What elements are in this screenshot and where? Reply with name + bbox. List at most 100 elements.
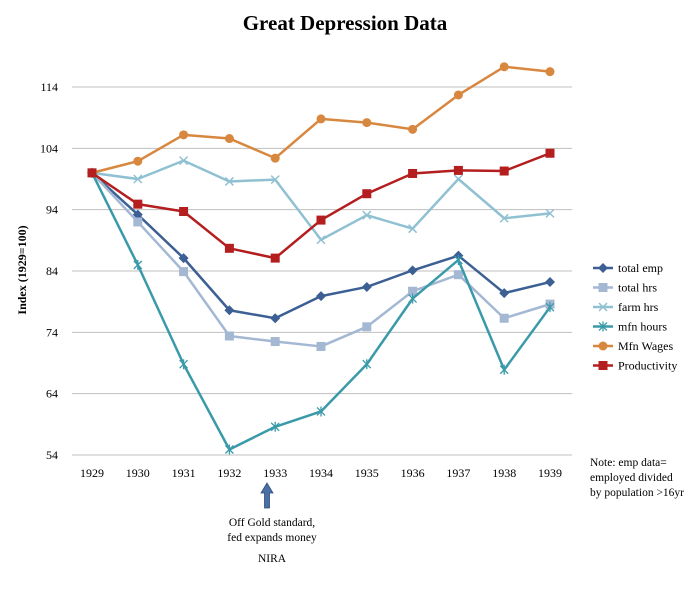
data-point xyxy=(179,156,189,166)
data-point xyxy=(270,337,280,347)
series-productivity xyxy=(87,148,555,263)
annotation-gold-standard: Off Gold standard, fed expands money xyxy=(212,516,332,546)
data-point xyxy=(545,148,555,158)
x-tick-labels: 1929 1930 1931 1932 1933 1934 1935 1936 1937 1938… xyxy=(80,466,562,480)
data-point xyxy=(499,213,509,223)
legend-marker xyxy=(598,361,608,370)
annotation-line: fed expands money xyxy=(227,532,317,544)
data-point xyxy=(133,259,143,270)
x-tick-label: 1938 xyxy=(492,466,516,480)
data-point xyxy=(362,359,372,370)
series-farm-hrs xyxy=(87,156,555,245)
data-point xyxy=(270,313,281,324)
data-point xyxy=(545,302,555,313)
legend-marker xyxy=(598,341,608,351)
data-point xyxy=(408,124,418,134)
x-tick-label: 1933 xyxy=(263,466,287,480)
x-tick-label: 1932 xyxy=(217,466,241,480)
data-point xyxy=(179,130,189,140)
series-mfn-hours xyxy=(87,167,555,455)
legend-label: Mfn Wages xyxy=(618,339,673,353)
data-point xyxy=(316,215,326,225)
data-point xyxy=(545,208,555,218)
series-mfn-wages xyxy=(87,62,555,178)
data-point xyxy=(545,67,555,77)
data-point xyxy=(453,270,463,280)
data-point xyxy=(316,235,326,245)
data-point xyxy=(499,313,509,323)
data-point xyxy=(133,217,143,227)
legend-label: total emp xyxy=(618,261,663,275)
chart-title: Great Depression Data xyxy=(243,11,448,35)
legend-item: total hrs xyxy=(593,281,657,295)
data-point xyxy=(453,174,463,184)
data-point xyxy=(132,209,143,220)
data-point xyxy=(133,174,143,184)
data-point xyxy=(316,341,326,351)
annotation-line: Off Gold standard, xyxy=(228,517,316,529)
legend-item: farm hrs xyxy=(593,300,659,314)
legend-marker xyxy=(598,302,608,312)
x-tick-label: 1936 xyxy=(401,466,425,480)
y-tick-label: 94 xyxy=(46,203,58,217)
data-point xyxy=(178,253,189,264)
note-text: Note: emp data= employed divided by popu… xyxy=(590,457,685,499)
data-point xyxy=(224,243,234,253)
data-point xyxy=(316,114,326,124)
legend-marker xyxy=(598,283,608,292)
data-point xyxy=(362,118,372,128)
data-point xyxy=(362,189,372,199)
data-point xyxy=(499,62,509,72)
data-point xyxy=(499,364,509,375)
data-point xyxy=(270,175,280,185)
data-point xyxy=(224,444,234,455)
data-point xyxy=(270,253,280,263)
data-point xyxy=(499,166,509,176)
data-point xyxy=(408,286,418,296)
data-point xyxy=(407,265,418,276)
data-point xyxy=(179,267,189,277)
legend-item: Mfn Wages xyxy=(593,339,673,353)
data-point xyxy=(453,254,463,265)
y-tick-label: 64 xyxy=(46,387,58,401)
y-tick-label: 54 xyxy=(46,448,58,462)
data-point xyxy=(133,199,143,209)
x-tick-label: 1934 xyxy=(309,466,333,480)
data-point xyxy=(224,176,234,186)
data-point xyxy=(224,134,234,144)
data-point xyxy=(499,288,510,299)
data-point xyxy=(545,277,555,288)
arrow-up-icon xyxy=(260,482,274,509)
data-point xyxy=(270,421,280,432)
legend: total emp total hrs farm hrs mfn hours Mfn W… xyxy=(593,261,677,373)
legend-label: total hrs xyxy=(618,281,657,295)
x-tick-label: 1930 xyxy=(126,466,150,480)
gridlines xyxy=(72,86,572,456)
y-tick-label: 74 xyxy=(46,325,58,339)
x-tick-label: 1935 xyxy=(355,466,379,480)
data-point xyxy=(270,153,280,163)
data-point xyxy=(453,90,463,100)
data-point xyxy=(453,165,463,175)
series-line xyxy=(91,159,551,241)
data-point xyxy=(408,224,418,234)
legend-marker xyxy=(598,263,608,273)
legend-item: mfn hours xyxy=(593,320,667,334)
legend-label: Productivity xyxy=(618,359,677,373)
data-point xyxy=(179,359,189,370)
data-point xyxy=(362,210,372,220)
y-tick-label: 104 xyxy=(40,141,58,155)
data-point xyxy=(361,281,372,292)
data-point xyxy=(133,156,143,166)
legend-item: total emp xyxy=(593,261,663,275)
data-point xyxy=(316,291,326,302)
x-tick-label: 1937 xyxy=(446,466,470,480)
legend-item: Productivity xyxy=(593,359,677,373)
y-axis-label: Index (1929=100) xyxy=(15,225,29,314)
legend-label: farm hrs xyxy=(618,300,659,314)
annotation-nira: NIRA xyxy=(257,553,287,565)
y-tick-labels: 54 64 74 84 94 104 114 xyxy=(40,80,58,462)
x-tick-label: 1939 xyxy=(538,466,562,480)
x-tick-label: 1929 xyxy=(80,466,104,480)
